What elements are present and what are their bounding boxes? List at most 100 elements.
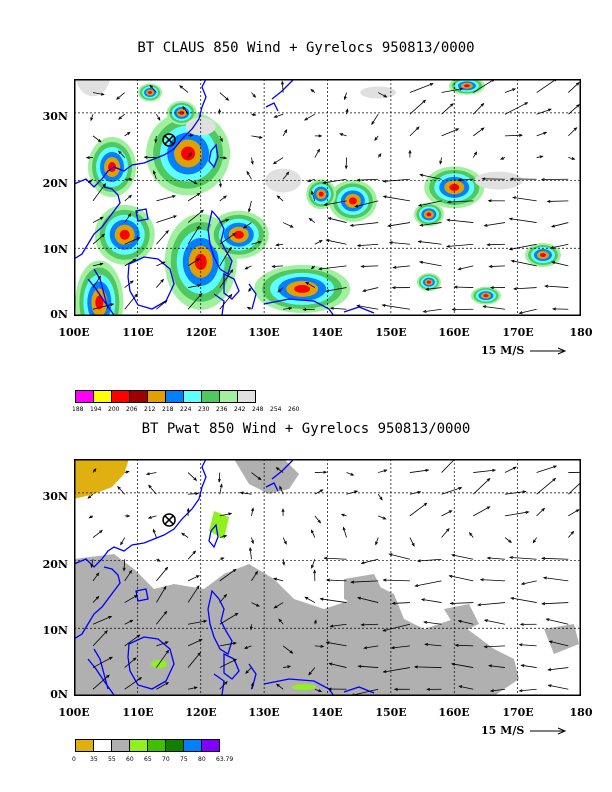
wind-vector-head — [382, 578, 387, 582]
wind-vector — [483, 305, 506, 310]
coastline-segment — [74, 186, 121, 260]
wind-vector-head — [391, 286, 396, 290]
wind-vector-head — [387, 224, 392, 228]
wind-vector — [187, 178, 198, 185]
wind-vector — [245, 265, 252, 270]
wind-vector — [375, 537, 379, 545]
wind-vector — [542, 557, 569, 560]
panel1-colorbar — [75, 390, 256, 403]
colorbar-swatch — [111, 390, 130, 403]
wind-vector-head — [492, 468, 497, 472]
cloud-contour — [95, 295, 104, 310]
wind-vector — [377, 493, 383, 500]
wind-vector — [451, 554, 474, 560]
wind-vector-head — [258, 135, 263, 139]
wind-vector — [423, 308, 442, 313]
wind-vector — [326, 287, 347, 292]
grid-lines — [74, 459, 581, 696]
wind-vector-head — [317, 519, 322, 524]
wind-vector-head — [451, 553, 456, 557]
wind-vector-head — [570, 530, 575, 535]
wind-vector-head — [197, 284, 202, 288]
wind-vector — [276, 467, 284, 473]
wind-vector-head — [329, 624, 334, 628]
wind-vector — [409, 469, 429, 473]
wind-vector — [187, 293, 202, 310]
cloud-contour — [426, 212, 432, 217]
wind-vector — [277, 287, 284, 293]
x-label-170e: 170E — [502, 326, 534, 339]
wind-vector — [281, 81, 284, 93]
wind-vector-head — [283, 540, 287, 545]
wind-vector-head — [302, 307, 307, 312]
wind-vector — [326, 579, 347, 582]
x-label-120e-2: 120E — [185, 706, 217, 719]
wind-vector-head — [486, 477, 491, 482]
wind-vector — [120, 537, 126, 545]
wind-vector — [351, 688, 379, 696]
colorbar-tick-label: 248 — [252, 406, 264, 413]
wind-vector-head — [250, 160, 254, 165]
wind-vector — [187, 585, 200, 603]
wind-vector-head — [360, 561, 365, 565]
wind-vector-head — [473, 151, 478, 156]
coastline-segment — [207, 209, 233, 275]
wind-vector-head — [455, 128, 460, 132]
wind-vector — [156, 641, 169, 647]
wind-vector — [278, 618, 284, 625]
wind-vector-head — [489, 689, 494, 693]
wind-vector — [357, 305, 379, 310]
y-label-10n: 10N — [42, 243, 68, 256]
wind-vector-head — [547, 668, 552, 672]
pwat-region — [234, 459, 299, 494]
wind-vector — [182, 106, 189, 115]
wind-vector-head — [257, 240, 262, 244]
wind-vector-head — [354, 204, 359, 208]
wind-vector-head — [417, 203, 422, 207]
wind-vector-head — [92, 468, 97, 472]
wind-vector — [311, 559, 316, 568]
wind-vector — [441, 510, 452, 517]
coastline-segment — [223, 272, 240, 300]
wind-vector — [251, 602, 260, 607]
colorbar-tick-label: 60 — [126, 756, 134, 763]
wind-vector-head — [489, 286, 494, 290]
wind-vector — [472, 151, 477, 158]
wind-vector-head — [128, 194, 133, 199]
wind-vector-head — [448, 574, 453, 578]
wind-vector-head — [508, 539, 512, 543]
colorbar-swatch — [75, 390, 94, 403]
wind-vector — [282, 129, 288, 137]
wind-vector — [357, 597, 379, 603]
wind-vectors — [85, 79, 580, 315]
wind-vector-head — [117, 486, 121, 490]
wind-vector — [219, 195, 227, 202]
wind-vector — [244, 645, 252, 649]
colorbar-tick-label: 0 — [72, 756, 76, 763]
wind-vector-head — [280, 80, 285, 85]
wind-vector — [274, 113, 284, 118]
panel1-vector-reference: 15 M/S — [481, 344, 568, 357]
wind-vector-head — [310, 529, 314, 534]
wind-vector — [273, 157, 284, 165]
colorbar-tick-label: 70 — [162, 756, 170, 763]
wind-vector-head — [360, 623, 365, 627]
wind-vector — [124, 237, 140, 245]
wind-vector — [219, 247, 232, 267]
colorbar-swatch — [93, 739, 112, 752]
coastline-segment — [208, 523, 219, 549]
wind-vector — [181, 532, 189, 538]
wind-vector-head — [186, 507, 190, 512]
y-label-20n: 20N — [42, 177, 68, 190]
wind-vector-head — [541, 602, 546, 606]
wind-vector-head — [541, 556, 546, 560]
wind-vector-head — [318, 239, 323, 244]
wind-vector-head — [415, 126, 420, 131]
wind-vector — [391, 645, 410, 649]
wind-vector — [364, 645, 379, 649]
wind-vector — [92, 234, 105, 245]
wind-vector-head — [383, 94, 388, 98]
wind-vector — [548, 667, 569, 671]
wind-vector-head — [422, 99, 427, 104]
wind-vector — [92, 263, 103, 267]
